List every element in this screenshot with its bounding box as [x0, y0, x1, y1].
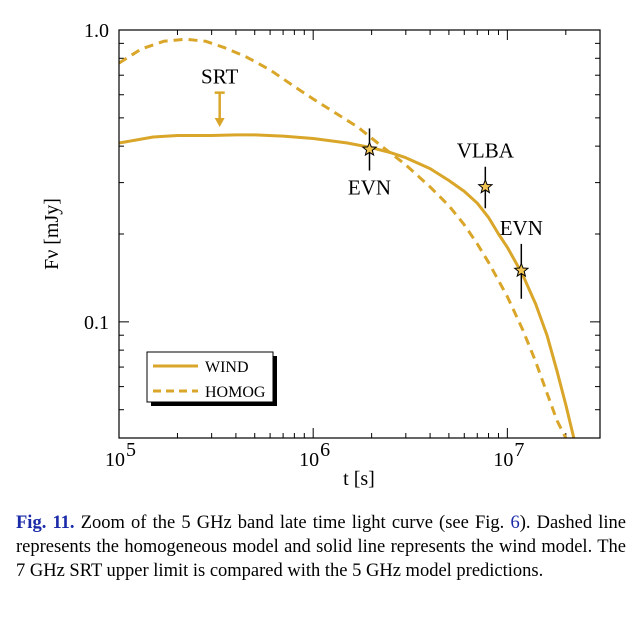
series-line-wind — [119, 133, 576, 438]
data-point-label: VLBA — [457, 139, 515, 163]
caption-text-part-2: ). Dashed line represents the homogeneou… — [16, 513, 626, 581]
caption-figure-label: Fig. 11. — [16, 513, 75, 533]
star-marker — [477, 178, 494, 194]
x-axis-label: t [s] — [343, 468, 375, 490]
legend-wind-label: WIND — [205, 359, 249, 376]
axis-ticks — [118, 29, 601, 439]
model-curves — [119, 37, 576, 438]
tick-labels: 10 5 10 6 10 71.00.1 — [84, 20, 524, 471]
figure-caption: Fig. 11. Zoom of the 5 GHz band late tim… — [16, 511, 626, 583]
data-point-label: EVN — [500, 216, 543, 240]
x-tick-label: 10 — [493, 449, 513, 471]
data-point-label: EVN — [348, 176, 391, 200]
upper-limit-label: SRT — [201, 65, 238, 89]
x-tick-label-exponent: 5 — [126, 439, 136, 461]
caption-text-part-1: Zoom of the 5 GHz band late time light c… — [74, 513, 511, 533]
x-tick-label: 10 — [299, 449, 319, 471]
caption-figure-link[interactable]: 6 — [510, 513, 520, 533]
legend-homog-label: HOMOG — [205, 384, 266, 401]
series-line-homog — [119, 37, 568, 438]
y-axis-label: Fν [mJy] — [41, 198, 63, 270]
x-tick-label: 10 — [105, 449, 125, 471]
legend-box — [146, 351, 274, 403]
y-tick-label: 0.1 — [84, 312, 109, 334]
x-tick-label-exponent: 6 — [320, 439, 330, 461]
star-marker — [513, 262, 530, 278]
star-marker — [361, 141, 378, 157]
legend: WIND HOMOG — [146, 351, 277, 406]
data-marks: EVN VLBA EVN SRT — [201, 65, 543, 299]
plot-frame — [118, 29, 601, 439]
x-tick-label-exponent: 7 — [514, 439, 524, 461]
y-tick-label: 1.0 — [84, 20, 109, 42]
upper-limit-arrowhead — [214, 118, 225, 128]
